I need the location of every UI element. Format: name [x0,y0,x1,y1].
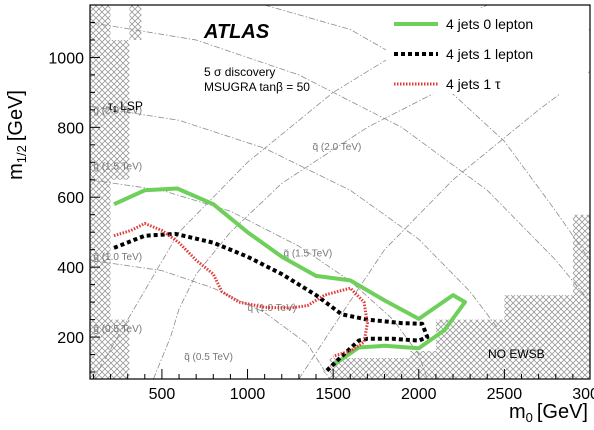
contour-label: q̃ (0.5 TeV) [184,352,233,363]
contour-label: g̃ (0.5 TeV) [93,324,142,335]
contour-line [90,22,590,303]
x-tick-label: 3000 [572,386,594,403]
x-axis-label: m0 [GeV] [509,401,588,425]
contour-line [90,259,331,379]
legend: 4 jets 0 lepton 4 jets 1 lepton 4 jets 1 τ [386,8,588,94]
y-tick-label: 400 [57,260,84,277]
discovery-label: 5 σ discovery [204,65,275,79]
excluded-region-bottom-strip [329,214,590,379]
legend-label-0: 4 jets 0 lepton [446,16,533,32]
contour-label: g̃ (2.0 TeV) [93,105,142,116]
contour-line [264,5,590,261]
y-tick-label: 600 [57,190,84,207]
contour-label: q̃ (2.0 TeV) [312,142,361,153]
series-line-1 [113,231,430,375]
atlas-label: ATLAS [203,21,270,43]
plot-border [89,4,591,380]
x-tick-label: 2000 [401,386,437,403]
axis-ticks: 500 1000 1500 2000 2500 3000 200 400 600 800 1000 [48,21,594,403]
y-axis-label: m1/2[GeV] [5,90,29,180]
model-label: MSUGRA tanβ = 50 [204,80,310,94]
x-tick-label: 500 [149,386,176,403]
y-tick-label: 200 [57,330,84,347]
contour-line [298,71,590,379]
series-lines [113,186,467,375]
y-tick-label: 1000 [48,50,84,67]
excluded-region-upper-left [90,5,142,40]
contour-label: g̃ (1.0 TeV) [93,252,142,263]
series-line-2 [113,222,369,358]
excluded-region-lower-left [90,214,130,379]
series-line-0 [113,186,467,367]
no-ewsb-label: NO EWSB [488,347,545,361]
y-tick-label: 800 [57,120,84,137]
legend-label-1: 4 jets 1 lepton [446,46,533,62]
legend-label-2: 4 jets 1 τ [446,76,501,92]
x-tick-label: 1500 [315,386,351,403]
contour-label: g̃ (1.5 TeV) [93,161,142,172]
contour-label: q̃ (1.5 TeV) [283,249,332,260]
x-tick-label: 2500 [487,386,523,403]
x-tick-label: 1000 [230,386,266,403]
